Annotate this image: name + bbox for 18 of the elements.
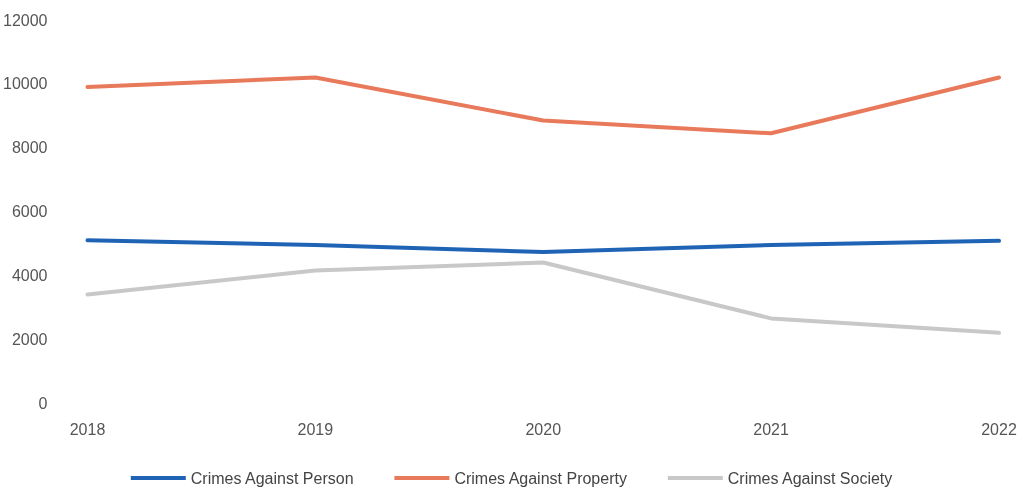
legend-label: Crimes Against Society [727,469,893,487]
x-tick-label: 2022 [981,420,1017,438]
legend-label: Crimes Against Property [454,469,627,487]
line-series [85,260,1001,335]
x-tick-label: 2020 [525,420,562,438]
y-tick-label: 10000 [2,75,48,93]
line-series [85,75,1001,136]
y-tick-label: 8000 [11,139,48,157]
x-tick-label: 2021 [753,420,790,438]
y-tick-label: 2000 [11,330,48,348]
y-tick-label: 4000 [11,266,48,284]
x-tick-label: 2018 [69,420,106,438]
line-series [85,238,1001,255]
y-tick-label: 6000 [11,203,48,220]
y-tick-label: 12000 [2,11,48,29]
y-tick-label: 0 [38,394,48,412]
legend-label: Crimes Against Person [190,469,354,487]
x-tick-label: 2019 [297,420,334,438]
